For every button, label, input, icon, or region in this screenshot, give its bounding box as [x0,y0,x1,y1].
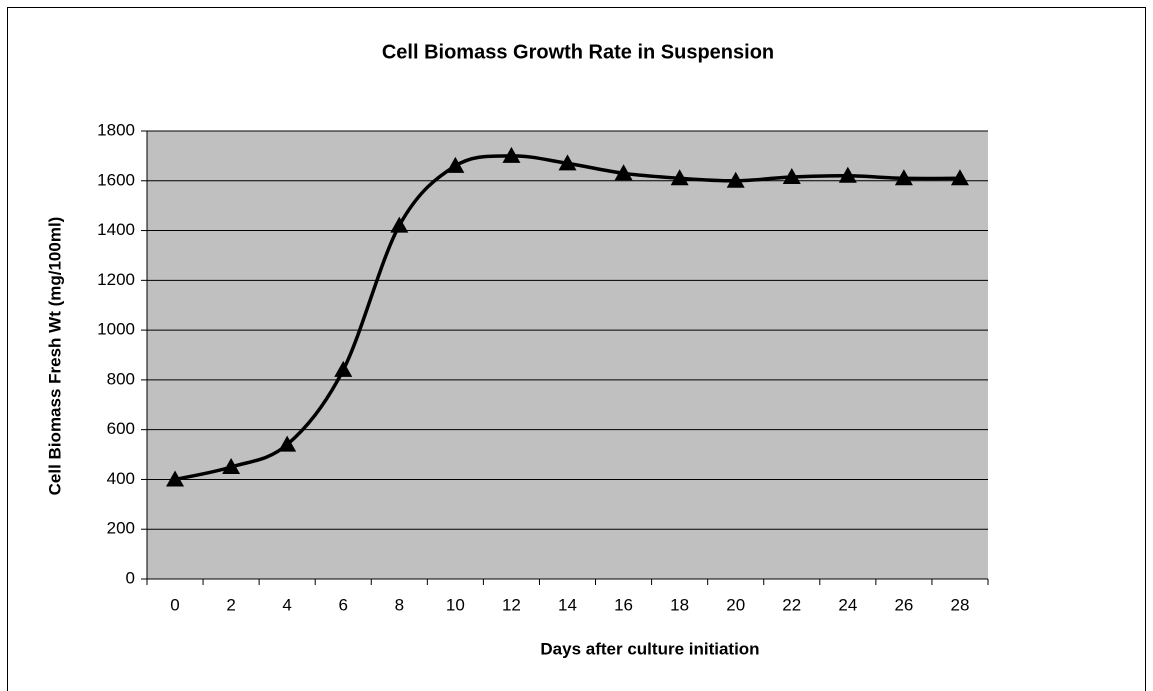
x-tick-label: 28 [951,595,970,614]
line [174,154,960,482]
x-tick-label: 0 [170,595,179,614]
x-tick-label: 2 [226,595,235,614]
x-tick-label: 24 [838,595,857,614]
x-tick-label: 26 [894,595,913,614]
y-tick-label: 1600 [97,170,135,189]
marker [670,169,689,186]
marker [614,164,633,181]
marker [390,216,409,233]
x-tick-label: 18 [670,595,689,614]
x-tick-label: 6 [338,595,347,614]
marker [334,360,353,377]
chart-title: Cell Biomass Growth Rate in Suspension [382,41,774,63]
marker [502,146,521,163]
marker [278,435,297,452]
y-tick-label: 1400 [97,220,135,239]
y-tick-label: 400 [107,469,135,488]
x-tick-label: 4 [282,595,291,614]
x-axis-label: Days after culture initiation [540,639,759,658]
plot-area [147,131,988,579]
marker [166,470,185,487]
marker [950,169,969,186]
y-tick-label: 1800 [97,120,135,139]
x-tick-label: 8 [395,595,404,614]
marker [222,458,241,474]
y-tick-label: 200 [107,519,135,538]
y-tick-label: 1000 [97,320,135,339]
y-tick-label: 600 [107,419,135,438]
y-tick-label: 0 [126,568,135,587]
x-tick-label: 22 [782,595,801,614]
y-tick-label: 1200 [97,270,135,289]
y-axis-label: Cell Biomass Fresh Wt (mg/100ml) [45,217,64,496]
marker [894,169,913,186]
y-tick-label: 800 [107,369,135,388]
marker [446,156,465,173]
marker [838,166,857,183]
marker [726,171,745,188]
x-tick-label: 12 [502,595,521,614]
x-tick-label: 20 [726,595,745,614]
marker [558,154,577,171]
x-tick-label: 10 [446,595,465,614]
marker [782,168,801,185]
x-tick-label: 14 [558,595,577,614]
x-tick-label: 16 [614,595,633,614]
